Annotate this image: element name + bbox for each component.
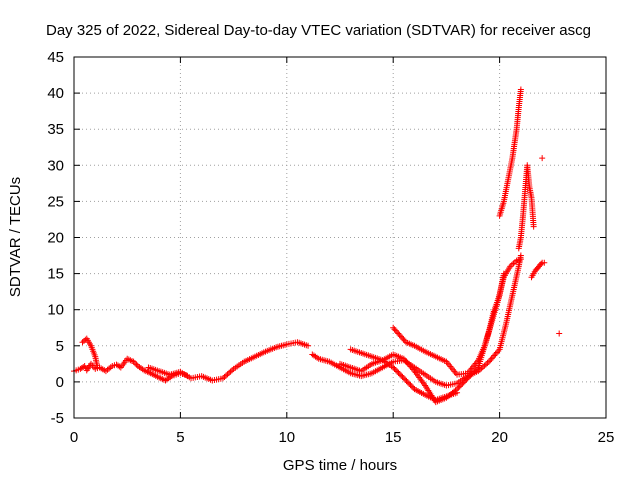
y-tick-label: 25 bbox=[47, 193, 64, 210]
data-point bbox=[130, 358, 137, 365]
data-point bbox=[488, 355, 495, 362]
data-point bbox=[472, 367, 479, 374]
data-point bbox=[517, 86, 524, 93]
data-point bbox=[116, 363, 123, 370]
data-point bbox=[394, 368, 401, 375]
data-point bbox=[395, 369, 402, 376]
data-point bbox=[127, 357, 134, 364]
data-point bbox=[492, 351, 499, 358]
data-point bbox=[390, 364, 397, 371]
data-point bbox=[394, 329, 401, 336]
x-tick-label: 15 bbox=[385, 429, 402, 446]
data-point bbox=[466, 373, 473, 380]
data-point bbox=[500, 270, 507, 277]
data-point bbox=[517, 256, 524, 263]
x-tick-label: 5 bbox=[176, 429, 184, 446]
y-tick-label: 15 bbox=[47, 266, 64, 283]
data-point bbox=[227, 368, 234, 375]
data-point bbox=[491, 352, 498, 359]
data-point bbox=[223, 372, 229, 379]
data-point bbox=[493, 349, 500, 356]
data-point bbox=[485, 358, 492, 365]
data-point bbox=[473, 365, 480, 372]
data-point bbox=[392, 367, 399, 374]
data-point bbox=[456, 383, 463, 390]
data-point bbox=[541, 259, 548, 266]
data-point bbox=[398, 372, 405, 379]
data-point bbox=[454, 389, 461, 396]
data-point bbox=[463, 376, 470, 383]
data-point bbox=[530, 223, 537, 230]
data-point bbox=[224, 371, 231, 378]
data-point bbox=[556, 330, 563, 337]
data-point bbox=[400, 375, 407, 382]
y-tick-label: 45 bbox=[47, 49, 64, 66]
data-point bbox=[390, 324, 397, 331]
data-point bbox=[406, 380, 413, 387]
data-point bbox=[482, 361, 489, 368]
y-tick-label: 10 bbox=[47, 302, 64, 319]
data-point bbox=[464, 375, 471, 382]
data-point bbox=[458, 382, 465, 389]
data-point bbox=[538, 260, 545, 267]
data-point bbox=[132, 360, 139, 367]
data-point bbox=[399, 334, 406, 341]
data-point bbox=[508, 261, 515, 268]
data-point bbox=[305, 342, 312, 349]
data-point bbox=[460, 379, 467, 386]
axis-ticks: 0 5 10 15 20 25 -5 0 5 10 15 20 25 30 35 40 45 bbox=[47, 49, 614, 446]
data-point bbox=[395, 330, 402, 337]
y-tick-label: 5 bbox=[56, 338, 64, 355]
data-point bbox=[459, 380, 466, 387]
plot-frame bbox=[73, 56, 607, 419]
data-point bbox=[489, 354, 496, 361]
data-point bbox=[468, 371, 475, 378]
data-point bbox=[391, 365, 398, 372]
y-tick-label: 0 bbox=[56, 374, 64, 391]
x-tick-label: 0 bbox=[70, 429, 78, 446]
data-point bbox=[539, 155, 546, 162]
data-point bbox=[484, 360, 491, 367]
data-point bbox=[400, 336, 407, 343]
data-point bbox=[487, 357, 494, 364]
data-point bbox=[403, 377, 410, 384]
data-point bbox=[392, 327, 399, 334]
x-axis-label: GPS time / hours bbox=[283, 457, 397, 474]
data-point bbox=[404, 379, 411, 386]
data-point bbox=[510, 260, 517, 267]
x-tick-label: 25 bbox=[598, 429, 615, 446]
data-point bbox=[397, 333, 404, 340]
y-axis-label: SDTVAR / TECUs bbox=[7, 177, 24, 297]
data-point bbox=[407, 382, 414, 389]
data-point bbox=[94, 364, 101, 371]
y-tick-label: 20 bbox=[47, 230, 64, 247]
data-points bbox=[71, 86, 563, 406]
y-tick-label: 30 bbox=[47, 157, 64, 174]
data-point bbox=[408, 383, 415, 390]
data-point bbox=[471, 368, 478, 375]
data-point bbox=[396, 331, 403, 338]
chart-title: Day 325 of 2022, Sidereal Day-to-day VTE… bbox=[46, 22, 591, 39]
data-point bbox=[391, 326, 398, 333]
data-point bbox=[462, 377, 469, 384]
data-point bbox=[455, 384, 462, 391]
data-point bbox=[226, 369, 233, 376]
x-tick-label: 10 bbox=[278, 429, 295, 446]
y-tick-label: -5 bbox=[51, 410, 64, 427]
data-point bbox=[410, 384, 417, 391]
x-tick-label: 20 bbox=[491, 429, 508, 446]
y-tick-label: 40 bbox=[47, 85, 64, 102]
y-tick-label: 35 bbox=[47, 121, 64, 138]
data-point bbox=[399, 373, 406, 380]
data-point bbox=[396, 371, 403, 378]
data-point bbox=[133, 361, 140, 368]
data-point bbox=[470, 369, 476, 376]
data-point bbox=[402, 376, 409, 383]
